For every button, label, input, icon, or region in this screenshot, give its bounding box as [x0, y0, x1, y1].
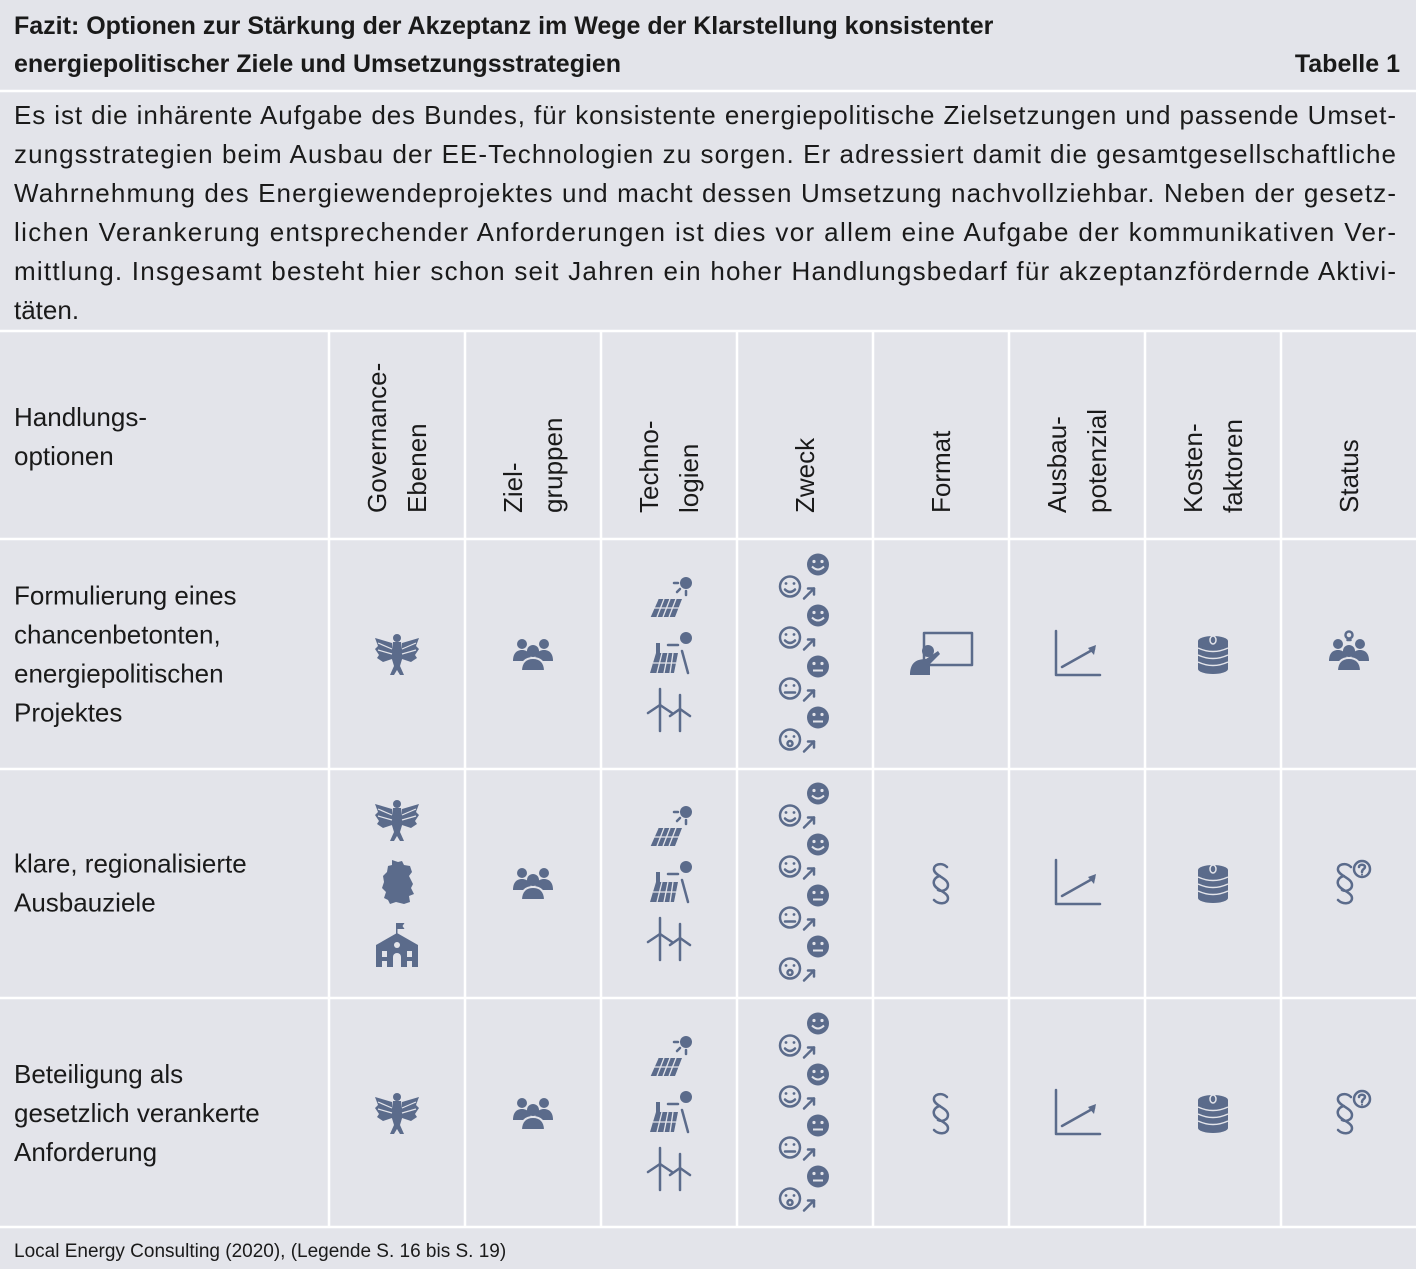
column-header: optionen: [14, 441, 114, 471]
intro-line: Wahrnehmung des Energiewendeprojektes un…: [14, 178, 1396, 208]
row-label: klare, regionalisierte: [14, 849, 247, 879]
row-label: Beteiligung als: [14, 1059, 183, 1089]
column-header: Kosten-: [1178, 423, 1208, 513]
intro-line: mittlung. Insgesamt besteht hier schon s…: [14, 256, 1396, 286]
footer-source: Local Energy Consulting (2020), (Legende…: [14, 1241, 506, 1262]
column-header: Format: [926, 430, 956, 513]
intro-line: Es ist die inhärente Aufgabe des Bundes,…: [14, 100, 1396, 130]
row-label: Formulierung eines: [14, 581, 237, 611]
title-line: Fazit: Optionen zur Stärkung der Akzepta…: [14, 12, 994, 40]
row-label: Projektes: [14, 698, 122, 728]
column-header: Techno-: [634, 421, 664, 514]
column-header: Handlungs-: [14, 402, 147, 432]
column-header: Status: [1334, 439, 1364, 513]
icon-coins: [1197, 1094, 1229, 1134]
column-header: Ausbau-: [1042, 416, 1072, 513]
column-header: logien: [674, 444, 704, 513]
row-label: Anforderung: [14, 1137, 157, 1167]
intro-line: lichen Verankerung entsprechender Anford…: [14, 217, 1396, 247]
row-label: Ausbauziele: [14, 888, 156, 918]
icon-coins: [1197, 635, 1229, 675]
intro-line: täten.: [14, 295, 79, 325]
title-line: energiepolitischer Ziele und Umsetzungss…: [14, 50, 621, 78]
row-label: gesetzlich verankerte: [14, 1098, 260, 1128]
cell-borders: [0, 89, 1416, 1229]
column-header: Governance-: [362, 363, 392, 513]
column-header: Ziel-: [498, 462, 528, 513]
column-header: potenzial: [1082, 409, 1112, 513]
column-header: faktoren: [1218, 419, 1248, 513]
row-label: chancenbetonten,: [14, 620, 221, 650]
column-header: gruppen: [538, 418, 568, 513]
column-header: Zweck: [790, 437, 820, 513]
column-header: Ebenen: [402, 423, 432, 513]
row-label: energiepolitischen: [14, 659, 224, 689]
icon-coins: [1197, 864, 1229, 904]
intro-line: zungsstrategien beim Ausbau der EE-Techn…: [14, 139, 1396, 169]
table-label: Tabelle 1: [1295, 50, 1400, 78]
